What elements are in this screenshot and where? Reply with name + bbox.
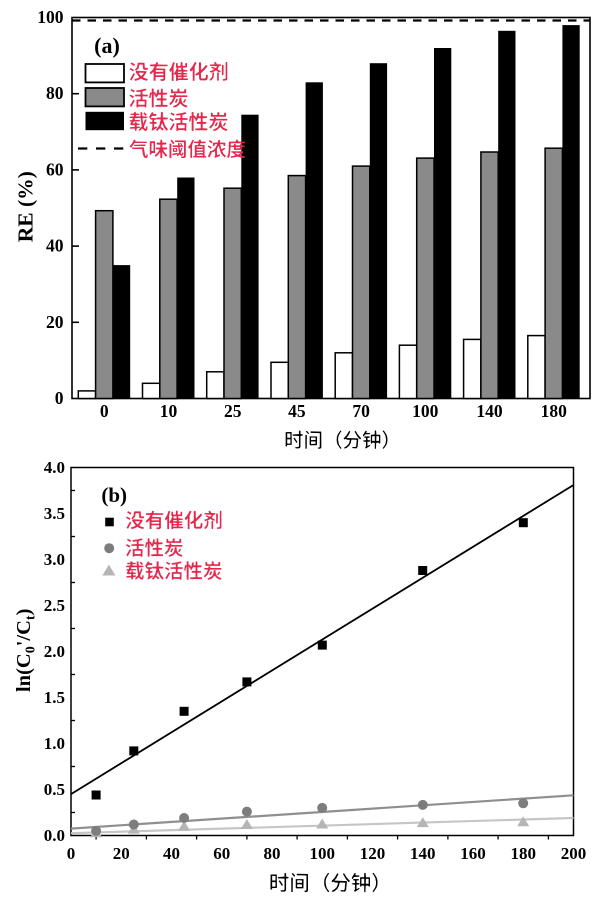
svg-text:100: 100 <box>412 401 439 421</box>
svg-text:0.5: 0.5 <box>44 780 65 799</box>
svg-text:100: 100 <box>309 844 335 863</box>
svg-text:100: 100 <box>37 7 64 27</box>
svg-text:RE (%): RE (%) <box>14 171 38 242</box>
svg-text:(b): (b) <box>101 483 127 507</box>
svg-text:80: 80 <box>46 83 64 103</box>
svg-text:20: 20 <box>113 844 130 863</box>
svg-text:180: 180 <box>510 844 536 863</box>
svg-text:70: 70 <box>352 401 370 421</box>
svg-text:3.0: 3.0 <box>44 550 65 569</box>
svg-text:0.0: 0.0 <box>44 826 65 845</box>
svg-text:45: 45 <box>288 401 306 421</box>
svg-text:80: 80 <box>264 844 281 863</box>
svg-text:60: 60 <box>213 844 230 863</box>
svg-text:10: 10 <box>160 401 178 421</box>
svg-text:4.0: 4.0 <box>44 458 65 477</box>
svg-text:120: 120 <box>360 844 386 863</box>
svg-text:140: 140 <box>476 401 503 421</box>
svg-text:40: 40 <box>46 236 64 256</box>
svg-text:140: 140 <box>410 844 436 863</box>
svg-text:1.5: 1.5 <box>44 688 65 707</box>
svg-text:200: 200 <box>561 844 587 863</box>
svg-text:1.0: 1.0 <box>44 734 65 753</box>
svg-text:0: 0 <box>100 401 109 421</box>
svg-text:180: 180 <box>541 401 568 421</box>
svg-text:2.5: 2.5 <box>44 596 65 615</box>
svg-text:0: 0 <box>67 844 76 863</box>
svg-text:(a): (a) <box>94 33 120 58</box>
svg-text:60: 60 <box>46 159 64 179</box>
svg-text:20: 20 <box>46 312 64 332</box>
svg-text:0: 0 <box>55 388 64 408</box>
svg-text:160: 160 <box>460 844 486 863</box>
svg-text:40: 40 <box>163 844 180 863</box>
svg-text:2.0: 2.0 <box>44 642 65 661</box>
svg-text:ln(C0'/Ct): ln(C0'/Ct) <box>13 609 39 692</box>
svg-text:3.5: 3.5 <box>44 504 65 523</box>
svg-text:25: 25 <box>224 401 242 421</box>
